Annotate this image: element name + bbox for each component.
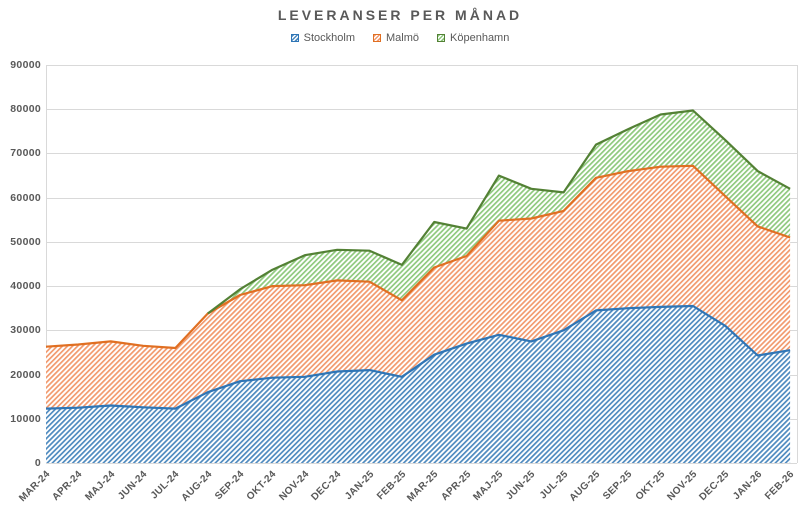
legend-swatch — [290, 34, 299, 42]
plot-left-border — [46, 65, 47, 463]
edge-stockholm — [45, 304, 791, 410]
chart-legend: Stockholm Malmö Köpenhamn — [0, 32, 800, 44]
gridline — [46, 197, 797, 199]
y-axis-tick-label: 70000 — [10, 147, 41, 160]
y-axis-tick-label: 10000 — [10, 412, 41, 425]
y-axis-tick-label: 80000 — [10, 103, 41, 116]
y-axis-tick-label: 90000 — [10, 59, 41, 71]
legend-item-kpenhamn: Köpenhamn — [437, 32, 509, 44]
legend-label: Köpenhamn — [450, 32, 510, 44]
legend-label: Malmö — [386, 32, 420, 44]
plot-right-border — [797, 65, 798, 463]
y-axis-tick-label: 30000 — [10, 324, 41, 337]
y-axis-tick-label: 0 — [34, 457, 41, 469]
y-axis-tick-label: 50000 — [10, 235, 41, 248]
legend-item-stockholm: Stockholm — [290, 32, 355, 44]
area-stockholm — [46, 306, 791, 463]
edge-kopenhamn — [207, 109, 791, 315]
y-axis-tick-label: 40000 — [10, 280, 41, 293]
y-axis-tick-label: 60000 — [10, 191, 41, 204]
area-kopenhamn — [46, 110, 791, 348]
legend-swatch — [437, 34, 446, 42]
gridline — [46, 153, 797, 155]
gridline — [46, 463, 797, 464]
y-axis-tick-label: 20000 — [10, 368, 41, 381]
gridline — [46, 109, 797, 111]
gridline — [46, 65, 797, 66]
edge-malmo — [45, 164, 791, 350]
legend-swatch — [373, 34, 381, 42]
legend-label: Stockholm — [303, 32, 355, 44]
chart-title: LEVERANSER PER MÅNAD — [277, 7, 523, 23]
area-malmo — [46, 165, 791, 409]
legend-item-malm: Malmö — [373, 32, 419, 44]
